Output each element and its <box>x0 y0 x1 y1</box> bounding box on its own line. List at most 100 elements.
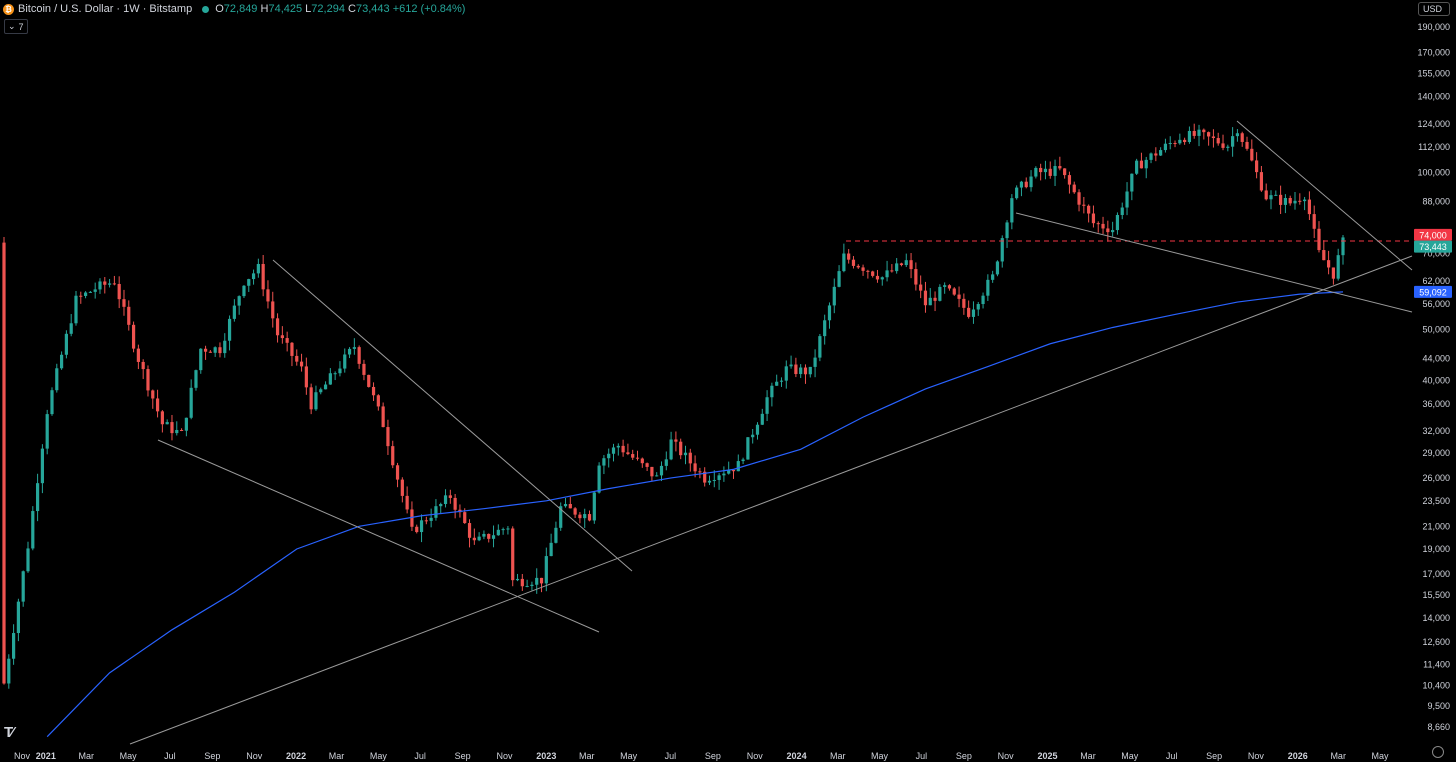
candle-body <box>511 528 515 581</box>
candle-body <box>784 366 788 381</box>
price-label-bg <box>1414 240 1452 253</box>
candle-body <box>1101 223 1105 229</box>
ohlc-open: O72,849 <box>215 3 258 15</box>
candle-body <box>1336 255 1340 279</box>
y-tick-label: 32,000 <box>1422 426 1450 436</box>
candle-body <box>1091 213 1096 224</box>
candle-body <box>607 453 611 459</box>
candle-body <box>621 445 625 453</box>
candle-body <box>362 363 366 375</box>
candle-body <box>664 459 668 466</box>
candle-body <box>957 294 961 299</box>
candle-body <box>309 387 313 410</box>
candle-body <box>1173 143 1177 145</box>
candle-body <box>1331 267 1336 279</box>
candle-body <box>578 514 582 519</box>
candle-body <box>7 658 11 684</box>
candle-body <box>679 441 683 456</box>
candle-body <box>1096 223 1100 225</box>
price-label: 73,443 <box>1419 242 1447 252</box>
candle-body <box>83 292 88 296</box>
trendline <box>1236 120 1413 271</box>
candle-body <box>467 523 472 538</box>
y-tick-label: 124,000 <box>1417 119 1450 129</box>
x-tick-label: Jul <box>1166 751 1178 761</box>
candle-body <box>698 471 702 473</box>
x-tick-label: Nov <box>246 751 263 761</box>
candle-body <box>69 323 73 334</box>
candle-body <box>755 424 760 435</box>
candle-body <box>285 338 289 343</box>
candle-body <box>1111 230 1115 233</box>
candle-body <box>146 369 150 391</box>
candle-body <box>1015 187 1019 199</box>
x-tick-label: 2021 <box>36 751 56 761</box>
y-tick-label: 10,400 <box>1422 681 1450 691</box>
candle-body <box>655 475 659 477</box>
candle-body <box>1048 168 1052 176</box>
y-tick-label: 40,000 <box>1422 375 1450 385</box>
candle-body <box>410 509 414 527</box>
candle-body <box>391 446 395 466</box>
candle-body <box>799 367 803 375</box>
ohlc-high: H74,425 <box>260 3 303 15</box>
y-tick-label: 19,000 <box>1422 544 1450 554</box>
price-axis <box>1412 0 1456 762</box>
candle-body <box>1178 139 1182 144</box>
y-tick-label: 29,000 <box>1422 448 1450 458</box>
candle-body <box>1144 159 1148 169</box>
candle-body <box>1211 136 1216 139</box>
candle-body <box>1183 139 1187 143</box>
candle-body <box>1264 190 1268 200</box>
y-tick-label: 44,000 <box>1422 354 1450 364</box>
candle-body <box>1269 195 1273 200</box>
candle-body <box>549 542 553 557</box>
y-tick-label: 15,500 <box>1422 590 1450 600</box>
candle-body <box>1120 207 1124 215</box>
candle-body <box>40 448 44 484</box>
x-tick-label: 2025 <box>1037 751 1057 761</box>
moving-average-line <box>46 291 1344 738</box>
candle-body <box>1259 172 1264 191</box>
candle-body <box>986 279 990 296</box>
chevron-down-icon: ⌄ <box>8 21 16 31</box>
candle-body <box>275 318 280 336</box>
indicators-toggle[interactable]: ⌄ 7 <box>4 19 28 34</box>
candle-body <box>2 242 6 684</box>
price-label-bg <box>1414 285 1452 298</box>
candle-body <box>914 269 918 285</box>
candle-body <box>904 260 908 266</box>
candle-body <box>674 439 678 442</box>
x-tick-label: May <box>120 751 138 761</box>
symbol-title[interactable]: Bitcoin / U.S. Dollar · 1W · Bitstamp <box>18 3 193 15</box>
candle-body <box>813 357 817 367</box>
candle-body <box>866 270 870 272</box>
candle-body <box>79 295 83 297</box>
ohlc-change: +612 (+0.84%) <box>392 3 466 15</box>
candle-body <box>597 465 601 493</box>
candle-body <box>117 283 121 300</box>
gear-icon[interactable] <box>1432 746 1444 758</box>
candle-body <box>506 528 510 530</box>
candle-body <box>727 470 731 474</box>
x-tick-label: Jul <box>665 751 677 761</box>
y-tick-label: 36,000 <box>1422 399 1450 409</box>
candle-body <box>530 584 534 586</box>
candle-body <box>31 511 35 549</box>
candle-body <box>626 452 630 455</box>
indicator-count: 7 <box>18 21 24 32</box>
currency-selector[interactable]: USD <box>1418 2 1450 16</box>
candle-body <box>971 309 976 317</box>
candle-body <box>424 520 428 522</box>
trendline <box>157 439 600 633</box>
candle-body <box>1202 129 1206 133</box>
chart-header: ₿ Bitcoin / U.S. Dollar · 1W · Bitstamp … <box>0 0 465 18</box>
candle-body <box>386 427 390 447</box>
candle-body <box>1082 204 1086 206</box>
candle-body <box>429 517 433 521</box>
candle-body <box>871 271 875 276</box>
candle-body <box>482 533 486 537</box>
candle-body <box>895 263 899 272</box>
candle-body <box>304 366 308 388</box>
